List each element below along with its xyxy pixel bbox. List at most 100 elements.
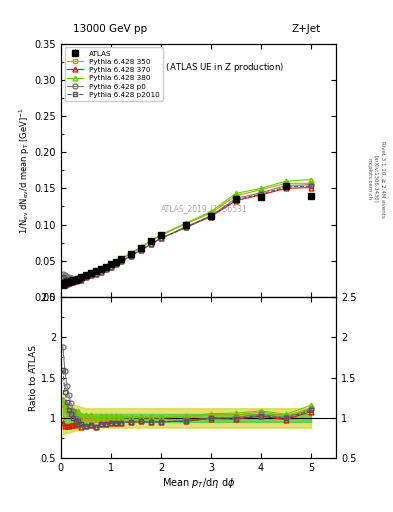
Line: Pythia 6.428 350: Pythia 6.428 350 bbox=[61, 181, 314, 285]
Pythia 6.428 350 bbox=[99, 266, 103, 272]
Pythia 6.428 p0 bbox=[149, 241, 153, 247]
Pythia 6.428 370 bbox=[129, 252, 133, 259]
Pythia 6.428 350 bbox=[114, 259, 118, 265]
Pythia 6.428 350 bbox=[209, 210, 213, 216]
Pythia 6.428 p2010 bbox=[73, 277, 78, 283]
Pythia 6.428 380 bbox=[68, 276, 73, 283]
Y-axis label: Ratio to ATLAS: Ratio to ATLAS bbox=[29, 345, 38, 411]
Pythia 6.428 380 bbox=[119, 255, 123, 262]
Pythia 6.428 370 bbox=[149, 241, 153, 247]
Pythia 6.428 p0 bbox=[61, 271, 65, 277]
Pythia 6.428 p2010 bbox=[84, 274, 88, 281]
Pythia 6.428 p0 bbox=[108, 264, 113, 270]
Pythia 6.428 380 bbox=[62, 278, 67, 284]
Pythia 6.428 380 bbox=[84, 271, 88, 278]
Pythia 6.428 350 bbox=[184, 221, 188, 227]
Pythia 6.428 380 bbox=[88, 269, 93, 275]
Pythia 6.428 370 bbox=[79, 276, 83, 283]
Pythia 6.428 p2010 bbox=[114, 261, 118, 267]
Pythia 6.428 350 bbox=[149, 238, 153, 244]
Pythia 6.428 370 bbox=[159, 235, 163, 241]
Pythia 6.428 380 bbox=[79, 273, 83, 280]
Pythia 6.428 p2010 bbox=[62, 276, 67, 282]
Pythia 6.428 p2010 bbox=[259, 191, 263, 197]
Pythia 6.428 p2010 bbox=[284, 184, 288, 190]
Pythia 6.428 p2010 bbox=[71, 277, 76, 283]
Pythia 6.428 380 bbox=[184, 220, 188, 226]
Pythia 6.428 p0 bbox=[209, 213, 213, 219]
Pythia 6.428 p2010 bbox=[149, 241, 153, 247]
Pythia 6.428 350 bbox=[76, 275, 81, 281]
Pythia 6.428 370 bbox=[309, 184, 313, 190]
Pythia 6.428 p2010 bbox=[79, 276, 83, 282]
Pythia 6.428 370 bbox=[119, 259, 123, 265]
Pythia 6.428 370 bbox=[84, 274, 88, 281]
Pythia 6.428 370 bbox=[104, 266, 108, 272]
Pythia 6.428 380 bbox=[114, 259, 118, 265]
Pythia 6.428 p2010 bbox=[209, 213, 213, 219]
Pythia 6.428 380 bbox=[309, 177, 313, 183]
Legend: ATLAS, Pythia 6.428 350, Pythia 6.428 370, Pythia 6.428 380, Pythia 6.428 p0, Py: ATLAS, Pythia 6.428 350, Pythia 6.428 37… bbox=[64, 47, 163, 101]
Pythia 6.428 p0 bbox=[79, 276, 83, 282]
Text: Scalar $\Sigma(p_T)$ (ATLAS UE in Z production): Scalar $\Sigma(p_T)$ (ATLAS UE in Z prod… bbox=[112, 61, 285, 74]
Pythia 6.428 p0 bbox=[76, 276, 81, 283]
Pythia 6.428 p0 bbox=[184, 224, 188, 230]
Pythia 6.428 370 bbox=[76, 277, 81, 283]
Pythia 6.428 370 bbox=[184, 224, 188, 230]
Pythia 6.428 380 bbox=[259, 185, 263, 191]
Text: [arXiv:1306.3436]: [arXiv:1306.3436] bbox=[374, 155, 378, 203]
Pythia 6.428 370 bbox=[284, 185, 288, 191]
Pythia 6.428 p0 bbox=[129, 252, 133, 259]
Pythia 6.428 p0 bbox=[233, 196, 238, 202]
Pythia 6.428 350 bbox=[68, 277, 73, 283]
Text: mcplots.cern.ch: mcplots.cern.ch bbox=[367, 158, 372, 200]
Pythia 6.428 p0 bbox=[71, 276, 76, 282]
Pythia 6.428 p0 bbox=[159, 235, 163, 241]
Pythia 6.428 380 bbox=[71, 276, 76, 282]
Pythia 6.428 370 bbox=[259, 192, 263, 198]
Pythia 6.428 p0 bbox=[66, 274, 71, 281]
Pythia 6.428 370 bbox=[66, 280, 71, 286]
Text: 13000 GeV pp: 13000 GeV pp bbox=[73, 24, 147, 34]
Pythia 6.428 370 bbox=[94, 271, 98, 277]
Pythia 6.428 p2010 bbox=[309, 183, 313, 189]
Pythia 6.428 350 bbox=[62, 279, 67, 285]
Pythia 6.428 p2010 bbox=[139, 247, 143, 253]
Pythia 6.428 p2010 bbox=[66, 277, 71, 283]
Pythia 6.428 370 bbox=[64, 281, 69, 287]
Pythia 6.428 350 bbox=[61, 280, 65, 286]
Text: Rivet 3.1.10, ≥ 2.4M events: Rivet 3.1.10, ≥ 2.4M events bbox=[381, 141, 386, 218]
Line: Pythia 6.428 p2010: Pythia 6.428 p2010 bbox=[61, 184, 314, 283]
Pythia 6.428 p0 bbox=[94, 271, 98, 277]
Pythia 6.428 370 bbox=[209, 214, 213, 220]
Pythia 6.428 370 bbox=[99, 268, 103, 274]
Pythia 6.428 p2010 bbox=[184, 224, 188, 230]
Pythia 6.428 350 bbox=[129, 250, 133, 257]
Pythia 6.428 370 bbox=[62, 282, 67, 288]
Pythia 6.428 p0 bbox=[84, 274, 88, 281]
Pythia 6.428 p0 bbox=[119, 259, 123, 265]
Pythia 6.428 p2010 bbox=[68, 277, 73, 283]
Pythia 6.428 p0 bbox=[139, 247, 143, 253]
Pythia 6.428 p2010 bbox=[129, 252, 133, 259]
Pythia 6.428 350 bbox=[94, 268, 98, 274]
Pythia 6.428 380 bbox=[66, 277, 71, 283]
Pythia 6.428 380 bbox=[209, 208, 213, 215]
Pythia 6.428 p2010 bbox=[108, 264, 113, 270]
Pythia 6.428 370 bbox=[61, 282, 65, 288]
Pythia 6.428 p0 bbox=[64, 273, 69, 280]
Text: Z+Jet: Z+Jet bbox=[292, 24, 321, 34]
Pythia 6.428 380 bbox=[284, 178, 288, 184]
Pythia 6.428 370 bbox=[73, 278, 78, 284]
Pythia 6.428 380 bbox=[99, 266, 103, 272]
X-axis label: Mean $p_T$/d$\eta$ d$\phi$: Mean $p_T$/d$\eta$ d$\phi$ bbox=[162, 476, 235, 490]
Pythia 6.428 370 bbox=[114, 261, 118, 267]
Pythia 6.428 p2010 bbox=[64, 276, 69, 283]
Pythia 6.428 380 bbox=[233, 190, 238, 197]
Pythia 6.428 p0 bbox=[284, 182, 288, 188]
Pythia 6.428 370 bbox=[233, 198, 238, 204]
Pythia 6.428 350 bbox=[88, 270, 93, 276]
Pythia 6.428 p2010 bbox=[233, 197, 238, 203]
Pythia 6.428 350 bbox=[139, 245, 143, 251]
Pythia 6.428 p2010 bbox=[88, 272, 93, 279]
